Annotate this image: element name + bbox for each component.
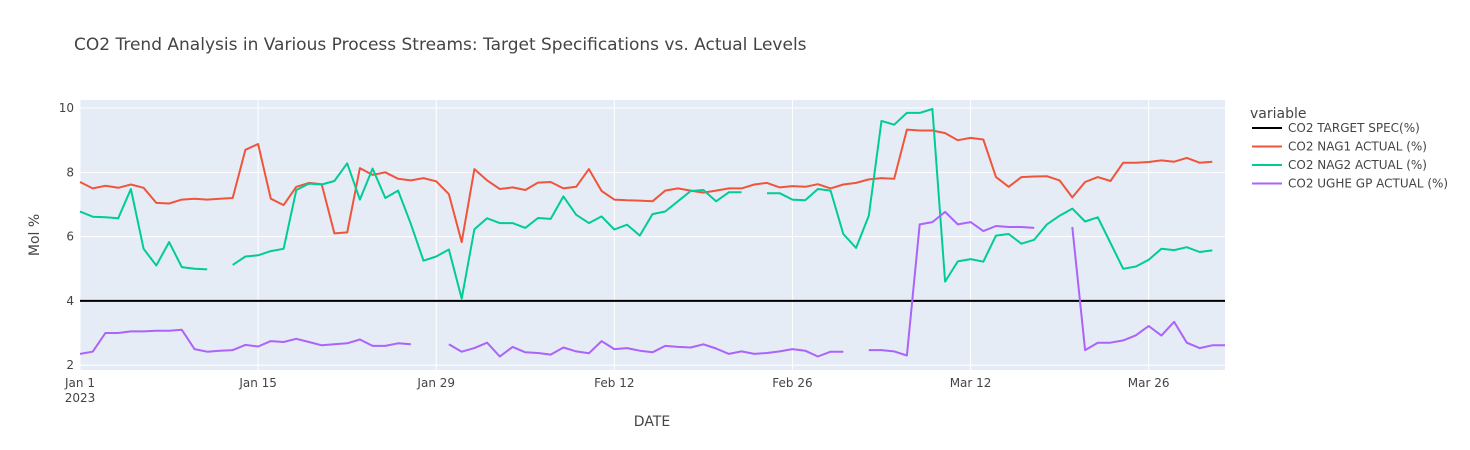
legend-item-label[interactable]: CO2 UGHE GP ACTUAL (%) — [1288, 177, 1448, 191]
y-axis-title: Mol % — [27, 214, 43, 256]
x-tick-label: Jan 29 — [416, 376, 455, 390]
y-tick-label: 8 — [66, 165, 74, 179]
x-tick-label: Feb 12 — [594, 376, 634, 390]
x-axis-title: DATE — [634, 414, 670, 430]
chart-title: CO2 Trend Analysis in Various Process St… — [74, 35, 807, 55]
y-tick-label: 2 — [66, 358, 74, 372]
y-tick-label: 4 — [66, 294, 74, 308]
y-tick-label: 10 — [59, 101, 74, 115]
x-tick-label: Mar 12 — [950, 376, 992, 390]
legend-item-label[interactable]: CO2 NAG1 ACTUAL (%) — [1288, 140, 1427, 154]
y-axis-ticks: 2 4 6 8 10 — [59, 101, 74, 372]
legend: variable CO2 TARGET SPEC(%) CO2 NAG1 ACTU… — [1250, 106, 1448, 191]
x-tick-sublabel: 2023 — [65, 391, 96, 405]
y-tick-label: 6 — [66, 230, 74, 244]
legend-item-label[interactable]: CO2 NAG2 ACTUAL (%) — [1288, 158, 1427, 172]
legend-title: variable — [1250, 106, 1306, 122]
x-tick-label: Feb 26 — [772, 376, 812, 390]
x-tick-label: Jan 1 — [64, 376, 95, 390]
x-tick-label: Mar 26 — [1128, 376, 1170, 390]
plot-area — [80, 100, 1225, 370]
x-tick-label: Jan 15 — [238, 376, 277, 390]
legend-item-label[interactable]: CO2 TARGET SPEC(%) — [1288, 121, 1420, 135]
